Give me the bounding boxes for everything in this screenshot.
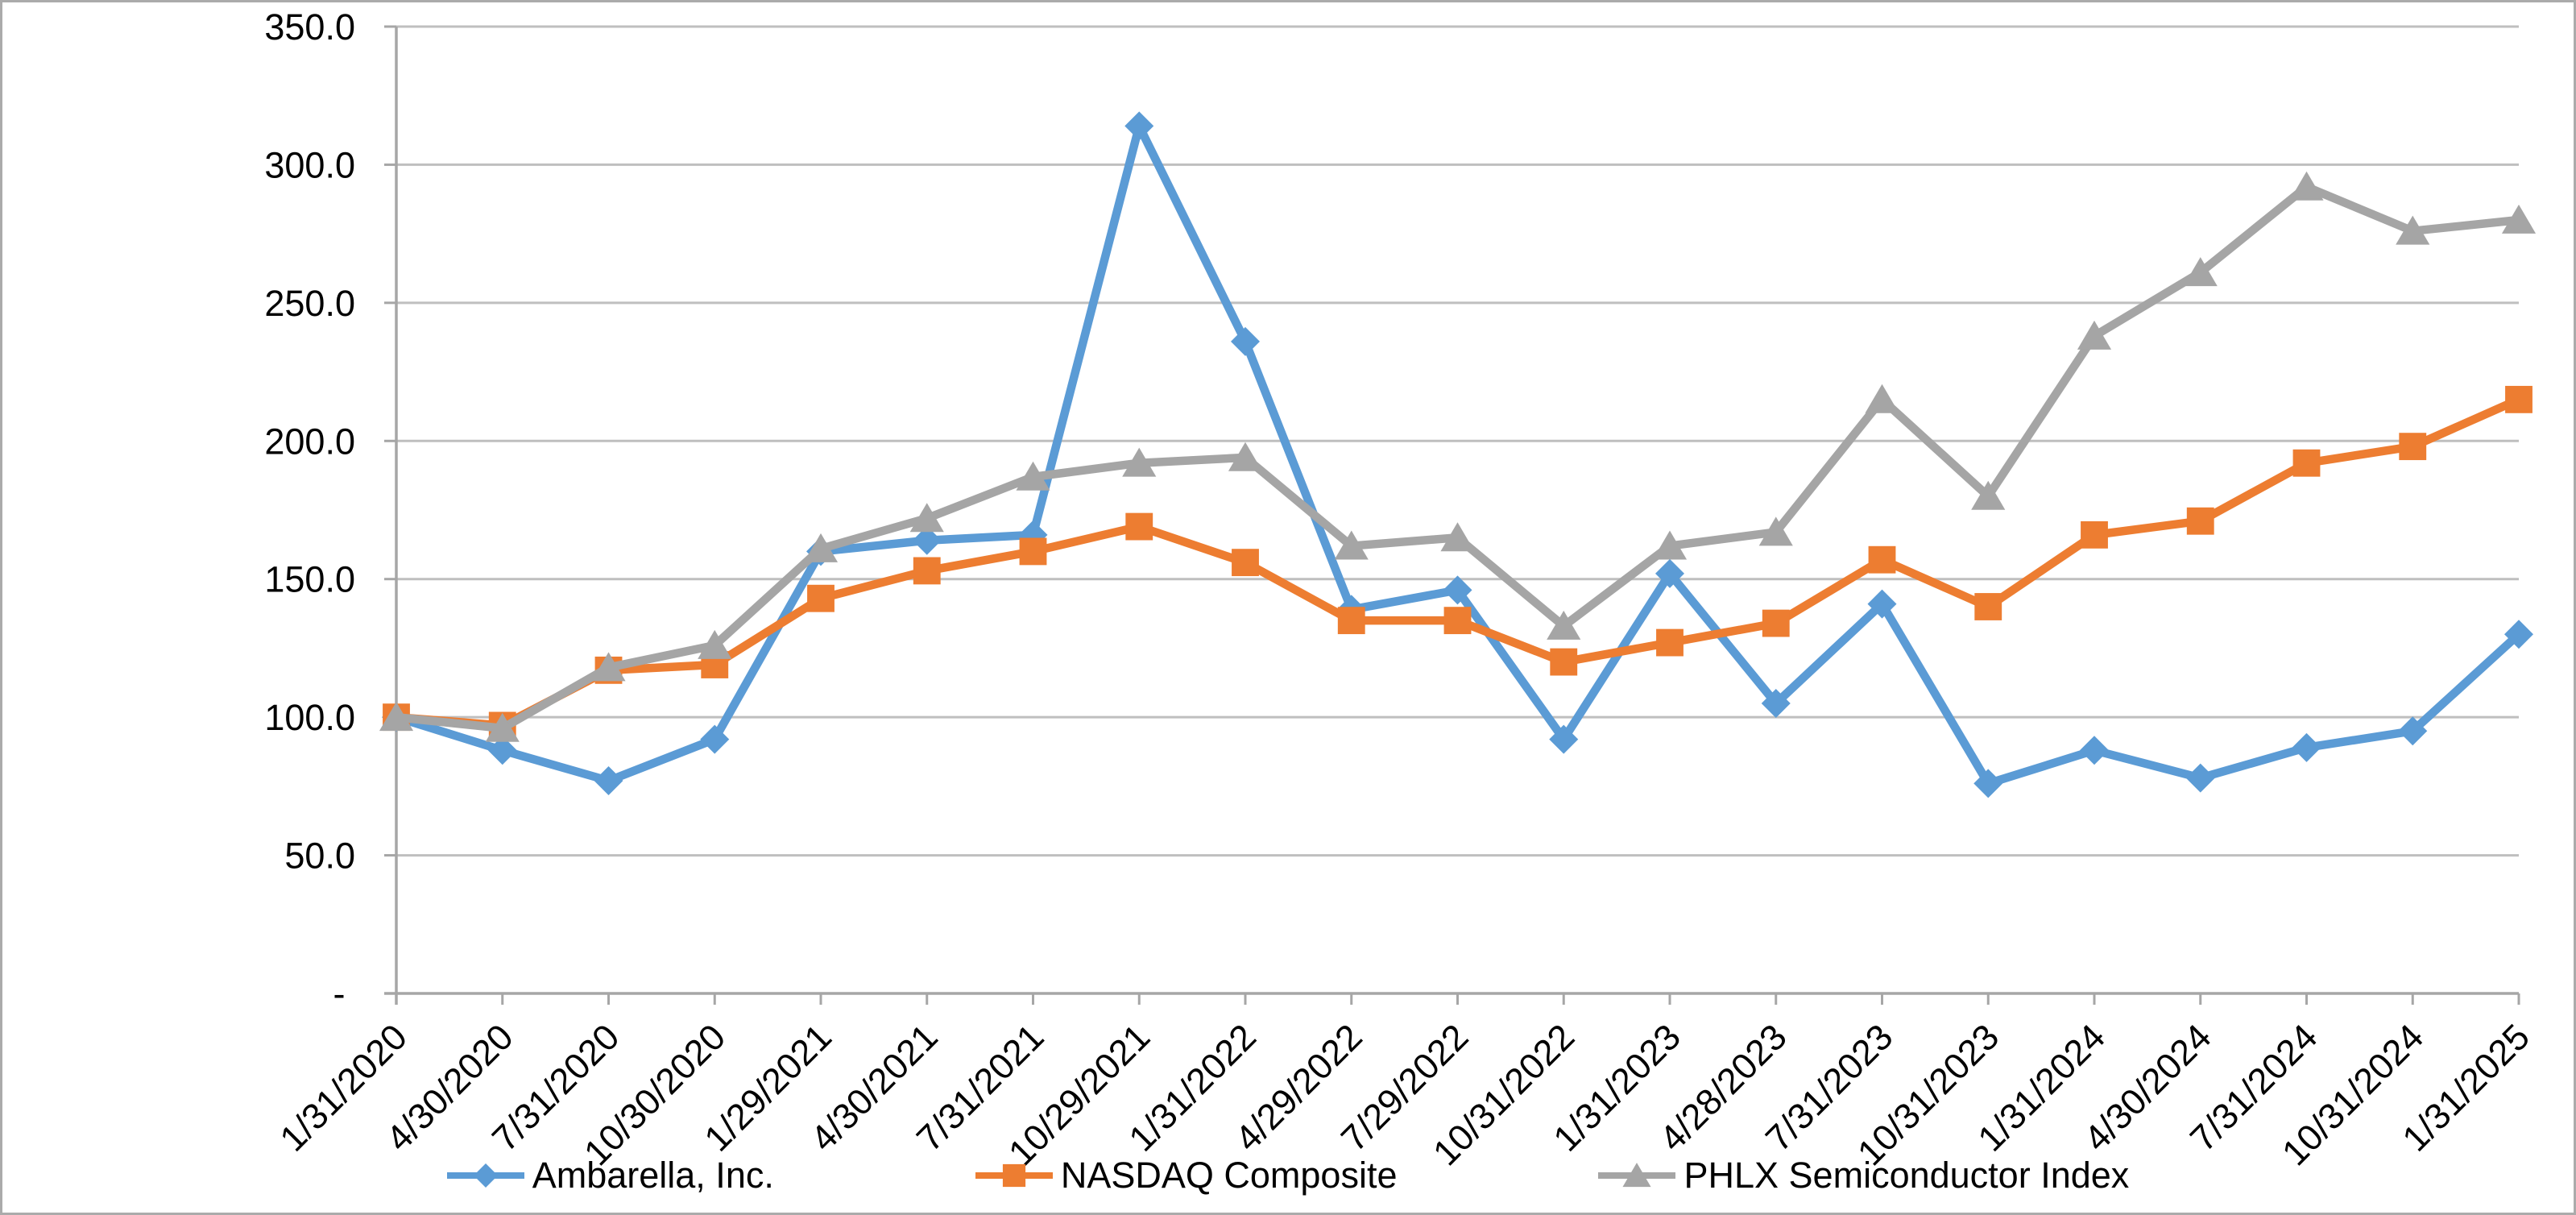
series-nasdaq-composite: [383, 385, 2533, 740]
y-tick-label: -: [333, 973, 356, 1014]
series-phlx-semiconductor-index: [379, 171, 2537, 742]
y-tick-label: 300.0: [264, 144, 355, 185]
y-axis-labels: 350.0 300.0 250.0 200.0 150.0 100.0 50.0 -: [264, 6, 355, 1014]
x-axis-labels: 1/31/20204/30/20207/31/202010/30/20201/2…: [271, 1016, 2537, 1173]
y-tick-label: 150.0: [264, 559, 355, 600]
y-tick-label: 200.0: [264, 421, 355, 462]
gridlines: [396, 25, 2519, 857]
y-tick-label: 100.0: [264, 697, 355, 738]
y-tick-label: 250.0: [264, 283, 355, 324]
y-tick-label: 50.0: [284, 836, 355, 877]
series-ambarella-inc: [382, 111, 2533, 798]
y-tick-label: 350.0: [264, 6, 355, 48]
